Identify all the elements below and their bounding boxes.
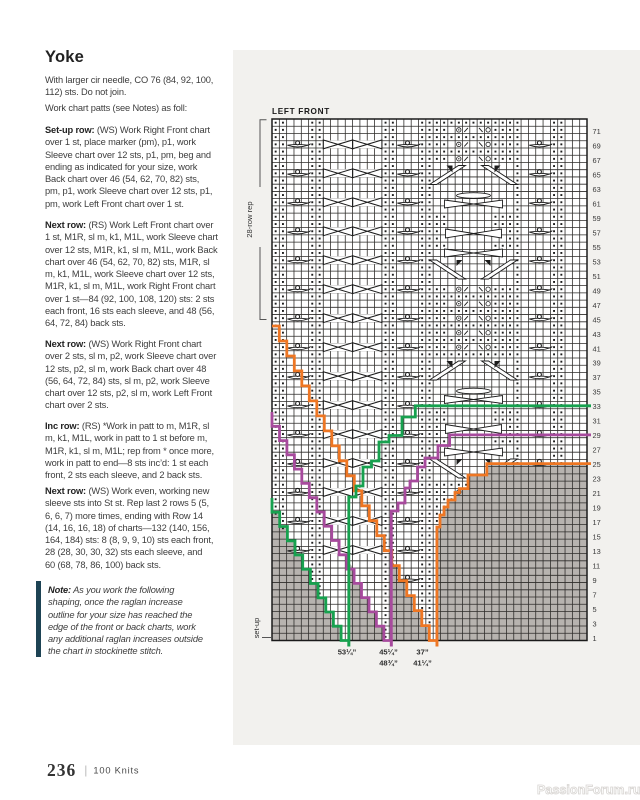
svg-text:9: 9 — [593, 576, 597, 585]
svg-text:11: 11 — [593, 562, 601, 571]
svg-text:57: 57 — [593, 228, 601, 237]
svg-text:45¼”: 45¼” — [379, 648, 398, 657]
svg-text:49: 49 — [593, 286, 601, 295]
svg-text:59: 59 — [593, 214, 601, 223]
svg-text:41: 41 — [593, 344, 601, 353]
svg-text:28-row rep: 28-row rep — [245, 201, 254, 237]
svg-text:31: 31 — [593, 417, 601, 426]
svg-text:33: 33 — [593, 402, 601, 411]
svg-text:55: 55 — [593, 243, 601, 252]
svg-text:45: 45 — [593, 315, 601, 324]
svg-text:15: 15 — [593, 533, 601, 542]
svg-text:43: 43 — [593, 330, 601, 339]
svg-text:51: 51 — [593, 272, 601, 281]
svg-text:23: 23 — [593, 475, 601, 484]
svg-text:53¼”: 53¼” — [338, 648, 357, 657]
svg-text:41¼”: 41¼” — [413, 659, 432, 668]
svg-text:61: 61 — [593, 199, 601, 208]
svg-text:25: 25 — [593, 460, 601, 469]
svg-text:set-up: set-up — [252, 618, 261, 639]
svg-text:48¾”: 48¾” — [379, 659, 398, 668]
svg-text:63: 63 — [593, 185, 601, 194]
svg-text:17: 17 — [593, 518, 601, 527]
svg-text:53: 53 — [593, 257, 601, 266]
svg-text:3: 3 — [593, 620, 597, 629]
svg-text:27: 27 — [593, 446, 601, 455]
svg-text:1: 1 — [593, 634, 597, 643]
svg-text:29: 29 — [593, 431, 601, 440]
svg-text:71: 71 — [593, 127, 601, 136]
svg-text:67: 67 — [593, 156, 601, 165]
svg-text:37”: 37” — [416, 648, 428, 657]
svg-text:21: 21 — [593, 489, 601, 498]
svg-text:65: 65 — [593, 170, 601, 179]
svg-text:69: 69 — [593, 142, 601, 151]
svg-text:13: 13 — [593, 547, 601, 556]
svg-text:5: 5 — [593, 605, 597, 614]
svg-text:35: 35 — [593, 388, 601, 397]
svg-text:LEFT FRONT: LEFT FRONT — [272, 107, 330, 116]
svg-text:19: 19 — [593, 504, 601, 513]
svg-text:37: 37 — [593, 373, 601, 382]
svg-text:7: 7 — [593, 591, 597, 600]
svg-text:47: 47 — [593, 301, 601, 310]
svg-text:39: 39 — [593, 359, 601, 368]
